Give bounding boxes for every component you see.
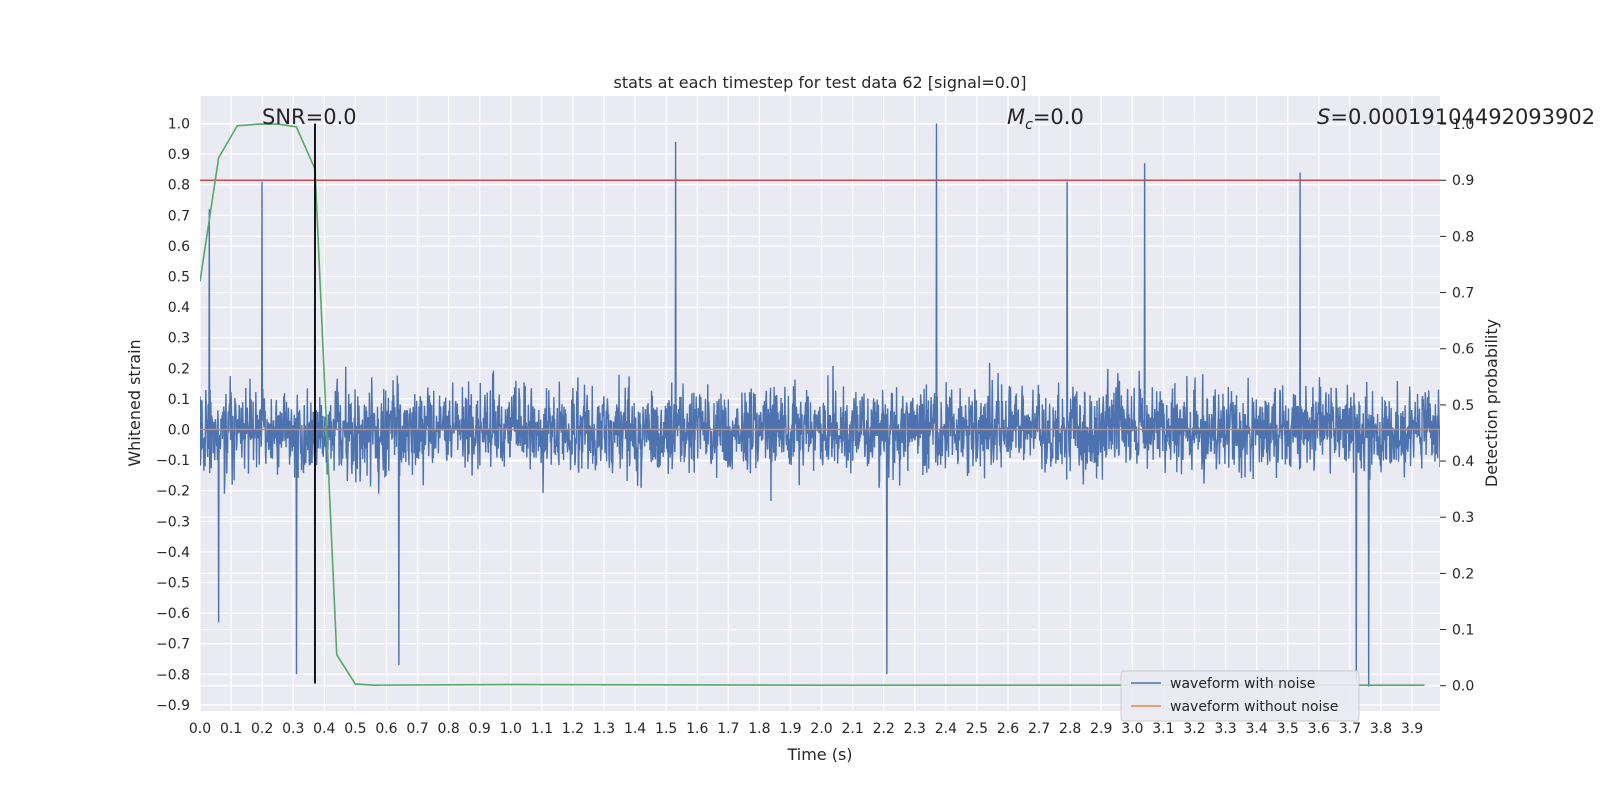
legend-label-clean: waveform without noise [1170,699,1338,715]
x-tick-label: 1.2 [562,721,584,737]
x-tick-label: 1.1 [531,721,553,737]
x-tick-label: 2.4 [935,721,957,737]
x-tick-label: 2.6 [997,721,1019,737]
x-tick-label: 2.7 [1028,721,1050,737]
y-tick-labels: 1.0 0.9 0.8 0.7 0.6 0.5 0.4 0.3 0.2 0.1 0.0 −0.1 −0.… [156,117,190,714]
y-tick-label: 0.2 [168,361,190,377]
x-tick-label: 1.5 [655,721,677,737]
x-tick-label: 3.3 [1214,721,1236,737]
x-tick-label: 0.1 [220,721,242,737]
y-tick-label: −0.1 [156,453,190,469]
x-tick-label: 0.5 [344,721,366,737]
legend-box [1120,670,1360,722]
y-tick-label: 0.5 [168,270,190,286]
y2-tick-label: 0.7 [1452,286,1474,302]
y-tick-label: −0.7 [156,637,190,653]
y2-tick-label: 0.6 [1452,342,1474,358]
x-tick-label: 2.2 [873,721,895,737]
y-tick-label: 0.0 [168,423,190,439]
legend: waveform with noise waveform without noi… [1120,670,1360,722]
x-tick-label: 2.0 [810,721,832,737]
x-tick-label: 2.5 [966,721,988,737]
x-tick-label: 0.3 [282,721,304,737]
x-tick-label: 3.6 [1308,721,1330,737]
mc-symbol: M [1007,105,1025,129]
y-tick-label: −0.6 [156,606,190,622]
y-tick-label: −0.2 [156,484,190,500]
x-tick-label: 0.4 [313,721,335,737]
y-tick-label: 0.3 [168,331,190,347]
x-tick-label: 1.8 [748,721,770,737]
x-tick-label: 1.0 [500,721,522,737]
x-tick-label: 3.5 [1277,721,1299,737]
x-tick-labels: 0.0 0.1 0.2 0.3 0.4 0.5 0.6 0.7 0.8 0.9 1.0 1.1 1.2 1… [189,721,1423,737]
x-tick-label: 1.4 [624,721,646,737]
x-tick-label: 0.0 [189,721,211,737]
x-tick-label: 1.7 [717,721,739,737]
y-tick-label: −0.8 [156,667,190,683]
y-tick-label: −0.4 [156,545,190,561]
y-tick-label: 0.6 [168,239,190,255]
y2-tick-label: 0.0 [1452,679,1474,695]
series-line-waveform-with-noise [200,123,1440,687]
x-tick-label: 2.3 [904,721,926,737]
mc-subscript: c [1025,117,1033,133]
s-symbol: S [1317,105,1330,129]
snr-annotation: SNR=0.0 [262,105,357,129]
x-tick-label: 0.2 [251,721,273,737]
y-tick-label: −0.3 [156,514,190,530]
x-tick-label: 0.8 [437,721,459,737]
y2-tick-labels: 1.0 0.9 0.8 0.7 0.6 0.5 0.4 0.3 0.2 0.1 0.0 [1440,117,1474,695]
x-tick-label: 3.4 [1246,721,1268,737]
y-tick-label: −0.5 [156,575,190,591]
y2-axis-label: Detection probability [1482,319,1501,487]
x-axis-label: Time (s) [786,745,852,764]
legend-label-noise: waveform with noise [1170,676,1315,692]
x-tick-label: 3.0 [1121,721,1143,737]
x-tick-label: 2.8 [1059,721,1081,737]
y-tick-label: −0.9 [156,698,190,714]
s-value: =0.00019104492093902 [1330,105,1595,129]
y2-tick-label: 0.1 [1452,623,1474,639]
y2-tick-label: 0.3 [1452,510,1474,526]
y-tick-label: 0.8 [168,178,190,194]
x-tick-label: 3.8 [1370,721,1392,737]
x-tick-label: 0.7 [406,721,428,737]
x-tick-label: 1.9 [779,721,801,737]
x-tick-label: 2.9 [1090,721,1112,737]
x-tick-label: 3.2 [1183,721,1205,737]
x-tick-label: 0.9 [469,721,491,737]
y2-tick-label: 0.5 [1452,398,1474,414]
series-line-detection-probability [200,123,1425,686]
y-tick-label: 0.1 [168,392,190,408]
x-tick-label: 3.9 [1401,721,1423,737]
x-tick-label: 1.3 [593,721,615,737]
y2-tick-label: 0.8 [1452,229,1474,245]
y-tick-label: 1.0 [168,117,190,133]
x-tick-label: 0.6 [375,721,397,737]
y-tick-label: 0.7 [168,208,190,224]
y2-tick-label: 0.9 [1452,173,1474,189]
y-axis-label: Whitened strain [125,339,144,466]
y2-tick-label: 1.0 [1452,117,1474,133]
x-tick-label: 3.1 [1152,721,1174,737]
y-tick-label: 0.9 [168,147,190,163]
mc-annotation: Mc=0.0 [1007,105,1084,133]
x-tick-label: 3.7 [1339,721,1361,737]
mc-value: =0.0 [1033,105,1084,129]
x-tick-label: 1.6 [686,721,708,737]
series-layer [200,123,1440,687]
y-gridlines [200,122,1440,706]
y2-tick-label: 0.2 [1452,566,1474,582]
s-annotation: S=0.00019104492093902 [1317,105,1595,129]
chart-title: stats at each timestep for test data 62 … [614,73,1027,92]
y-tick-label: 0.4 [168,300,190,316]
y2-tick-label: 0.4 [1452,454,1474,470]
x-tick-label: 2.1 [841,721,863,737]
